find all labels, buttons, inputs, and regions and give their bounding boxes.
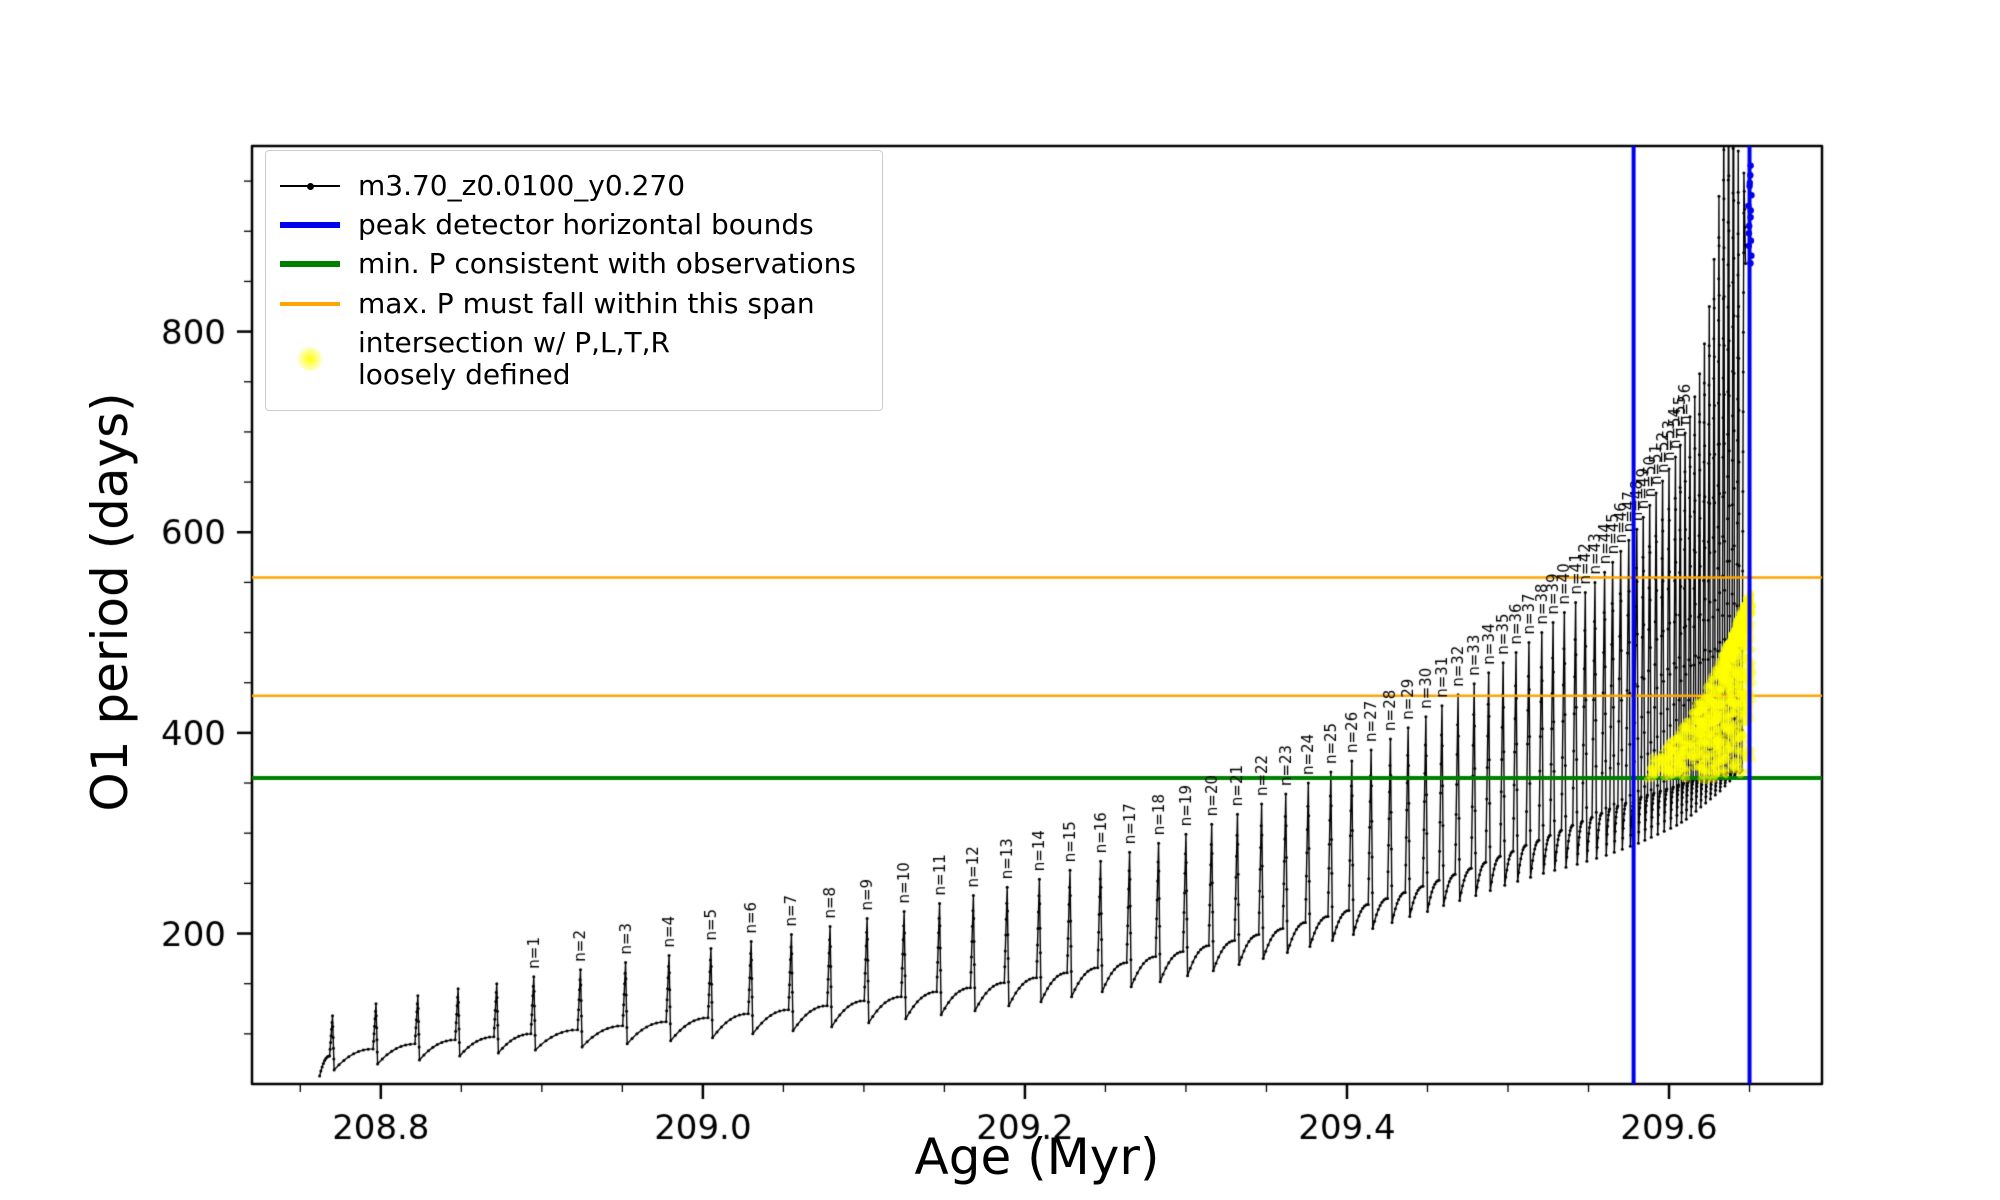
blue-line-swatch bbox=[280, 222, 340, 229]
legend-label-intersection: intersection w/ P,L,T,R loosely defined bbox=[358, 325, 670, 391]
x-axis-title: Age (Myr) bbox=[914, 1128, 1160, 1186]
orange-line-swatch bbox=[280, 301, 340, 306]
legend-label-min-p: min. P consistent with observations bbox=[358, 247, 856, 281]
legend-label-intersection-line1: intersection w/ P,L,T,R bbox=[358, 325, 670, 359]
legend-label-peak-bounds: peak detector horizontal bounds bbox=[358, 208, 814, 242]
legend-entry-max-p: max. P must fall within this span bbox=[280, 286, 856, 320]
legend-entry-series: m3.70_z0.0100_y0.270 bbox=[280, 169, 856, 202]
green-line-swatch bbox=[280, 261, 340, 268]
legend: m3.70_z0.0100_y0.270 peak detector horiz… bbox=[265, 150, 883, 412]
series-line-swatch bbox=[280, 183, 340, 191]
legend-entry-min-p: min. P consistent with observations bbox=[280, 248, 856, 280]
legend-entry-intersection: intersection w/ P,L,T,R loosely defined bbox=[280, 325, 856, 391]
yellow-blob-swatch bbox=[280, 346, 340, 371]
legend-label-max-p: max. P must fall within this span bbox=[358, 286, 815, 320]
legend-label-series: m3.70_z0.0100_y0.270 bbox=[358, 169, 686, 202]
legend-label-intersection-line2: loosely defined bbox=[358, 357, 571, 391]
y-axis-title: O1 period (days) bbox=[81, 392, 139, 812]
legend-entry-peak-bounds: peak detector horizontal bounds bbox=[280, 208, 856, 242]
